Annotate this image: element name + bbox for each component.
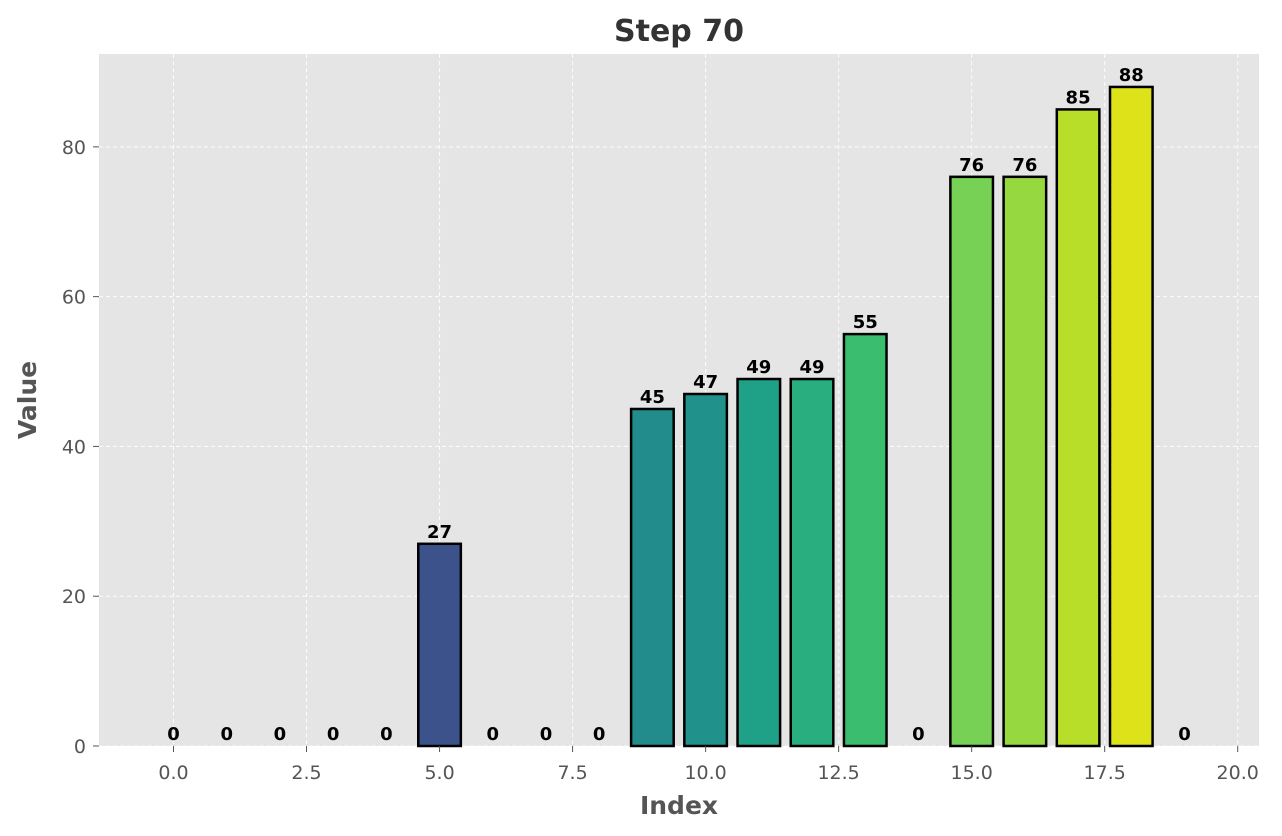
y-tick-label: 40	[62, 436, 86, 458]
bar-value-label-1: 0	[220, 724, 233, 745]
x-tick-label: 12.5	[817, 762, 859, 784]
x-tick-label: 20.0	[1217, 762, 1259, 784]
chart-title: Step 70	[614, 14, 744, 49]
bar-value-label-17: 85	[1066, 87, 1091, 108]
bar-value-label-12: 49	[799, 357, 824, 378]
bar-value-label-18: 88	[1119, 65, 1144, 86]
bar-value-label-19: 0	[1178, 724, 1191, 745]
bar-9	[629, 407, 675, 748]
bar-value-label-5: 27	[427, 522, 452, 543]
bar-value-label-15: 76	[959, 155, 984, 176]
bar-value-label-3: 0	[327, 724, 340, 745]
bar-10	[683, 392, 729, 748]
x-axis-label: Index	[640, 791, 718, 820]
bar-value-label-11: 49	[746, 357, 771, 378]
y-tick-label: 20	[62, 586, 86, 608]
x-tick-label: 17.5	[1084, 762, 1126, 784]
x-tick-label: 2.5	[291, 762, 321, 784]
bar-value-label-7: 0	[540, 724, 553, 745]
bar-12	[789, 377, 835, 748]
bar-value-label-9: 45	[640, 387, 665, 408]
data-labels: 0 0 0 0 0 27 0 0 0 45 47 49 49 55 0 76 76 85 88 0	[167, 65, 1191, 745]
bar-value-label-14: 0	[912, 724, 925, 745]
bar-18	[1108, 85, 1154, 748]
y-axis-label: Value	[13, 361, 42, 439]
y-tick-label: 60	[62, 287, 86, 309]
bars	[417, 85, 1154, 748]
bar-value-label-6: 0	[486, 724, 499, 745]
bar-16	[1002, 175, 1048, 748]
bar-value-label-2: 0	[274, 724, 287, 745]
x-tick-label: 7.5	[557, 762, 587, 784]
bar-5	[417, 542, 463, 748]
y-tick-label: 80	[62, 137, 86, 159]
bar-15	[949, 175, 995, 748]
x-tick-label: 5.0	[424, 762, 454, 784]
bar-17	[1055, 108, 1101, 748]
bar-value-label-4: 0	[380, 724, 393, 745]
bar-value-label-13: 55	[853, 312, 878, 333]
bar-13	[842, 332, 888, 748]
y-axis: 0 20 40 60 80	[62, 137, 99, 758]
y-tick-label: 0	[74, 736, 86, 758]
x-axis: 0.0 2.5 5.0 7.5 10.0 12.5 15.0 17.5 20.0	[158, 746, 1259, 784]
x-tick-label: 15.0	[951, 762, 993, 784]
bar-11	[736, 377, 782, 748]
x-tick-label: 10.0	[684, 762, 726, 784]
bar-value-label-0: 0	[167, 724, 180, 745]
bar-value-label-8: 0	[593, 724, 606, 745]
bar-value-label-10: 47	[693, 372, 718, 393]
bar-value-label-16: 76	[1012, 155, 1037, 176]
x-tick-label: 0.0	[158, 762, 188, 784]
